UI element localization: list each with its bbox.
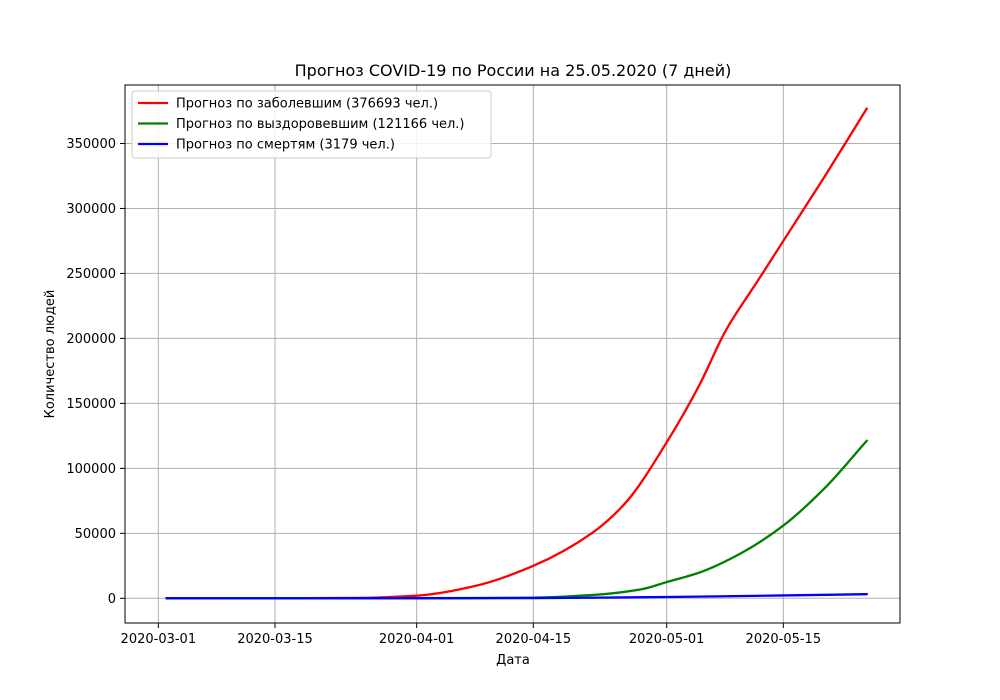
y-tick-label: 350000 (66, 137, 116, 152)
y-tick-label: 200000 (66, 332, 116, 347)
legend: Прогноз по заболевшим (376693 чел.) Прогн… (131, 90, 492, 159)
x-tick-label: 2020-05-01 (629, 632, 705, 647)
y-tick-label: 0 (108, 592, 116, 607)
y-tick-label: 300000 (66, 202, 116, 217)
chart-title: Прогноз COVID-19 по России на 25.05.2020… (295, 61, 732, 80)
x-tick-label: 2020-03-15 (237, 632, 313, 647)
x-tick-label: 2020-04-01 (379, 632, 455, 647)
y-tick-label: 250000 (66, 267, 116, 282)
x-tick-label: 2020-05-15 (746, 632, 822, 647)
series-line-recovered (165, 439, 869, 600)
y-tick-label: 150000 (66, 397, 116, 412)
x-tick-label: 2020-03-01 (121, 632, 197, 647)
grid (125, 85, 900, 623)
axis-ticks: 2020-03-01 2020-03-15 2020-04-01 2020-04-15… (66, 137, 821, 647)
series-line-infected (165, 107, 869, 600)
x-axis-label: Дата (496, 653, 530, 668)
y-tick-label: 100000 (66, 462, 116, 477)
y-tick-label: 50000 (75, 527, 116, 542)
plot-frame (124, 84, 901, 624)
series-lines (165, 107, 869, 600)
series-line-deaths (165, 593, 868, 600)
legend-entry-deaths: Прогноз по смертям (3179 чел.) (176, 138, 395, 153)
y-axis-label: Количество людей (43, 290, 58, 419)
legend-entry-infected: Прогноз по заболевшим (376693 чел.) (176, 97, 438, 112)
legend-entry-recovered: Прогноз по выздоровевшим (121166 чел.) (176, 117, 465, 132)
x-tick-label: 2020-04-15 (496, 632, 572, 647)
legend-box (131, 90, 492, 159)
